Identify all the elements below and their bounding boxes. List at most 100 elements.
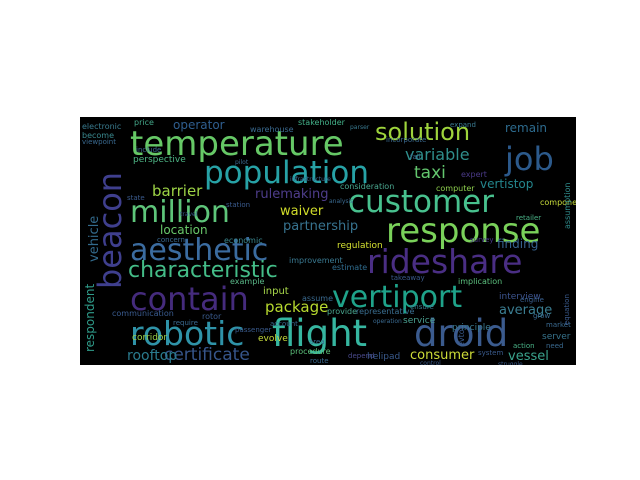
word: assumption: [563, 182, 572, 229]
word: viewpoint: [82, 138, 116, 146]
word: variable: [405, 145, 470, 164]
word: engine: [520, 296, 544, 304]
word: economic: [224, 236, 263, 245]
word: depend: [348, 352, 375, 360]
word: state: [127, 194, 145, 202]
word: route: [310, 357, 329, 365]
word: regulation: [337, 241, 383, 251]
word: estimate: [332, 263, 368, 272]
word: rooftop: [127, 348, 178, 364]
word: need: [546, 342, 564, 350]
word: corridor: [132, 333, 168, 343]
word: interview: [499, 292, 541, 302]
word: contain: [130, 280, 249, 318]
word: procedure: [290, 347, 331, 356]
word: implication: [458, 277, 503, 286]
word: retailer: [516, 214, 542, 222]
word: population: [204, 155, 369, 191]
word: rulemaking: [255, 187, 329, 202]
word: input: [263, 286, 289, 297]
word: consideration: [340, 182, 395, 191]
word: respondent: [83, 283, 97, 352]
word: waiver: [280, 204, 324, 219]
word: aesthetic: [130, 233, 269, 268]
word: vessel: [508, 349, 549, 364]
word: grow: [533, 312, 551, 320]
word: taxi: [414, 163, 446, 183]
word: warehouse: [250, 125, 294, 134]
word: flight: [272, 312, 368, 355]
word: operation: [373, 318, 402, 325]
word: average: [499, 303, 553, 318]
word: survey: [470, 236, 494, 244]
word: certificate: [164, 345, 250, 365]
word: location: [160, 223, 208, 237]
word: expand: [450, 121, 476, 129]
word: consumer: [410, 348, 475, 363]
word: provide: [327, 307, 358, 316]
word: communication: [112, 309, 174, 318]
word: partnership: [283, 219, 359, 234]
word: area: [309, 338, 325, 346]
word: station: [226, 201, 251, 209]
word: evtol: [457, 327, 466, 347]
word: account: [270, 320, 298, 328]
word: stakeholder: [298, 118, 345, 127]
word-cloud: robotic flight droid temperature populat…: [80, 117, 576, 365]
word: example: [230, 277, 265, 286]
word: service: [403, 316, 436, 326]
word: fail: [410, 153, 421, 161]
word: remain: [505, 121, 548, 135]
word: assume: [302, 294, 334, 303]
word: concern: [157, 236, 185, 244]
word: struggle: [498, 361, 523, 366]
word: solution: [375, 118, 471, 146]
word: equation: [563, 294, 571, 325]
word: package: [265, 298, 329, 316]
word: passenger: [235, 326, 272, 334]
word: droid: [414, 312, 509, 355]
word: expert: [461, 170, 487, 179]
word: electronic: [82, 122, 122, 131]
word: system: [478, 349, 504, 357]
word: become: [82, 131, 115, 140]
word: market: [546, 321, 571, 329]
word: price: [134, 118, 154, 127]
word: operator: [173, 118, 225, 132]
word: action: [513, 342, 535, 350]
word: customer: [348, 184, 494, 220]
word: rideshare: [367, 242, 523, 281]
word: require: [173, 319, 198, 327]
word: vertiport: [332, 280, 463, 315]
word: job: [505, 140, 554, 178]
word: improvement: [289, 256, 343, 265]
word: ensure: [410, 303, 434, 311]
word: takeaway: [391, 274, 425, 282]
word: representative: [356, 307, 415, 316]
word: million: [130, 195, 230, 230]
word: vertistop: [480, 177, 534, 191]
word: parser: [350, 124, 370, 131]
word: robotic: [130, 314, 245, 353]
word: finding: [497, 237, 539, 251]
word: control: [420, 360, 441, 366]
word: component: [540, 198, 576, 207]
word: characteristic: [128, 258, 278, 283]
word: analysis: [329, 198, 354, 205]
word: include: [136, 146, 162, 154]
word: pilot: [235, 159, 249, 166]
word: incorporate: [386, 136, 427, 144]
word: computer: [436, 184, 475, 193]
word: principle: [452, 323, 491, 333]
word: travel: [180, 211, 198, 218]
word: temperature: [130, 124, 344, 164]
word: helipad: [367, 352, 401, 362]
word: evolve: [258, 334, 288, 344]
word: perspective: [133, 155, 186, 165]
word: vehicle: [87, 215, 102, 262]
word: response: [386, 211, 541, 251]
word: rotor: [202, 312, 222, 321]
word: infrastructure: [290, 176, 331, 183]
word: server: [542, 332, 571, 342]
word: barrier: [152, 182, 203, 200]
